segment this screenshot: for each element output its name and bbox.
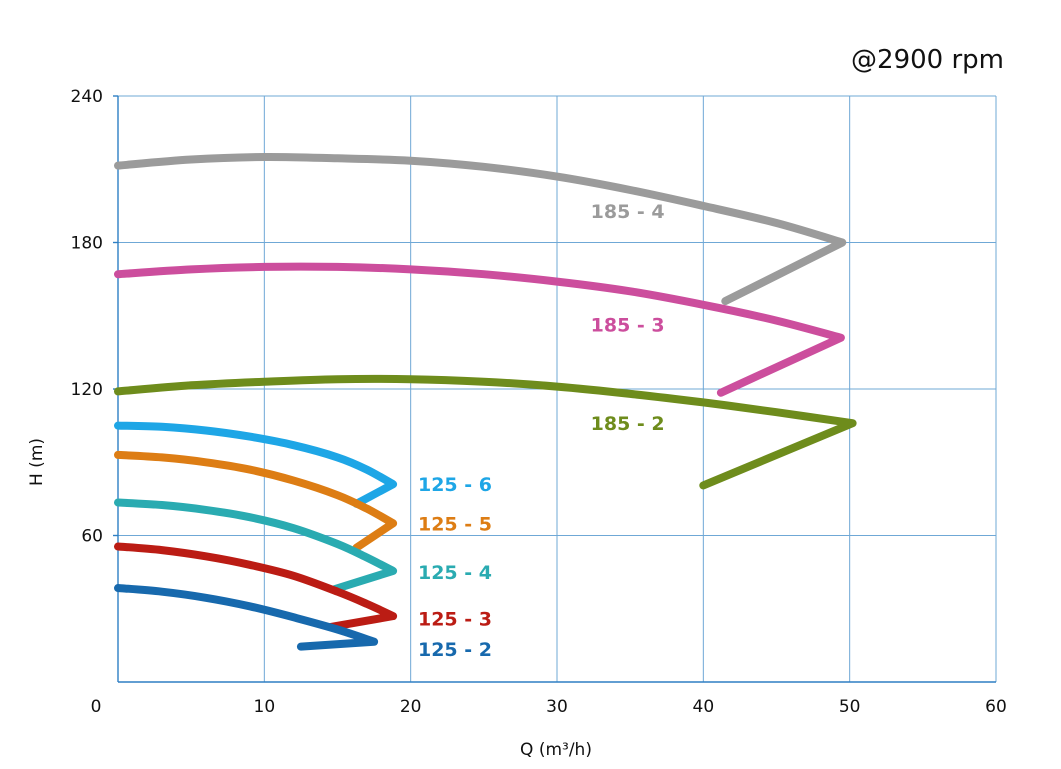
y-axis-label: H (m)	[27, 438, 47, 486]
x-tick-label: 10	[254, 697, 276, 717]
tick-labels: 0 10 20 30 40 50 60 60 120 180 240	[71, 87, 1007, 717]
curve-labels: 185 - 4 185 - 3 185 - 2 125 - 6 125 - 5 125 -…	[418, 201, 665, 661]
series-label-125-2: 125 - 2	[418, 639, 492, 661]
series-label-185-2: 185 - 2	[591, 413, 665, 435]
series-line-125-5	[114, 450, 398, 552]
series-line-185-3	[114, 262, 845, 397]
x-tick-label: 30	[546, 697, 568, 717]
series-label-125-4: 125 - 4	[418, 562, 492, 584]
chart-subtitle: @2900 rpm	[851, 45, 1004, 75]
y-tick-label: 240	[71, 87, 103, 107]
series-label-125-6: 125 - 6	[418, 474, 492, 496]
series-line-125-2	[114, 584, 379, 651]
y-tick-label: 120	[71, 380, 103, 400]
x-tick-label: 0	[91, 697, 102, 717]
series-line-185-2	[114, 374, 857, 490]
x-tick-label: 40	[693, 697, 715, 717]
x-tick-label: 20	[400, 697, 422, 717]
x-tick-label: 60	[985, 697, 1007, 717]
series-line-185-4	[114, 152, 847, 306]
grid	[118, 95, 997, 682]
series-label-125-3: 125 - 3	[418, 609, 492, 631]
series-label-185-4: 185 - 4	[591, 201, 665, 223]
y-tick-label: 180	[71, 234, 103, 254]
series-label-125-5: 125 - 5	[418, 513, 492, 535]
y-tick-label: 60	[81, 527, 103, 547]
x-axis-label: Q (m³/h)	[520, 740, 592, 760]
x-tick-label: 50	[839, 697, 861, 717]
series-label-185-3: 185 - 3	[591, 314, 665, 336]
series-group	[114, 152, 857, 651]
series-line-125-6	[114, 421, 398, 508]
series-line-125-3	[114, 542, 398, 632]
series-line-125-4	[114, 498, 398, 594]
